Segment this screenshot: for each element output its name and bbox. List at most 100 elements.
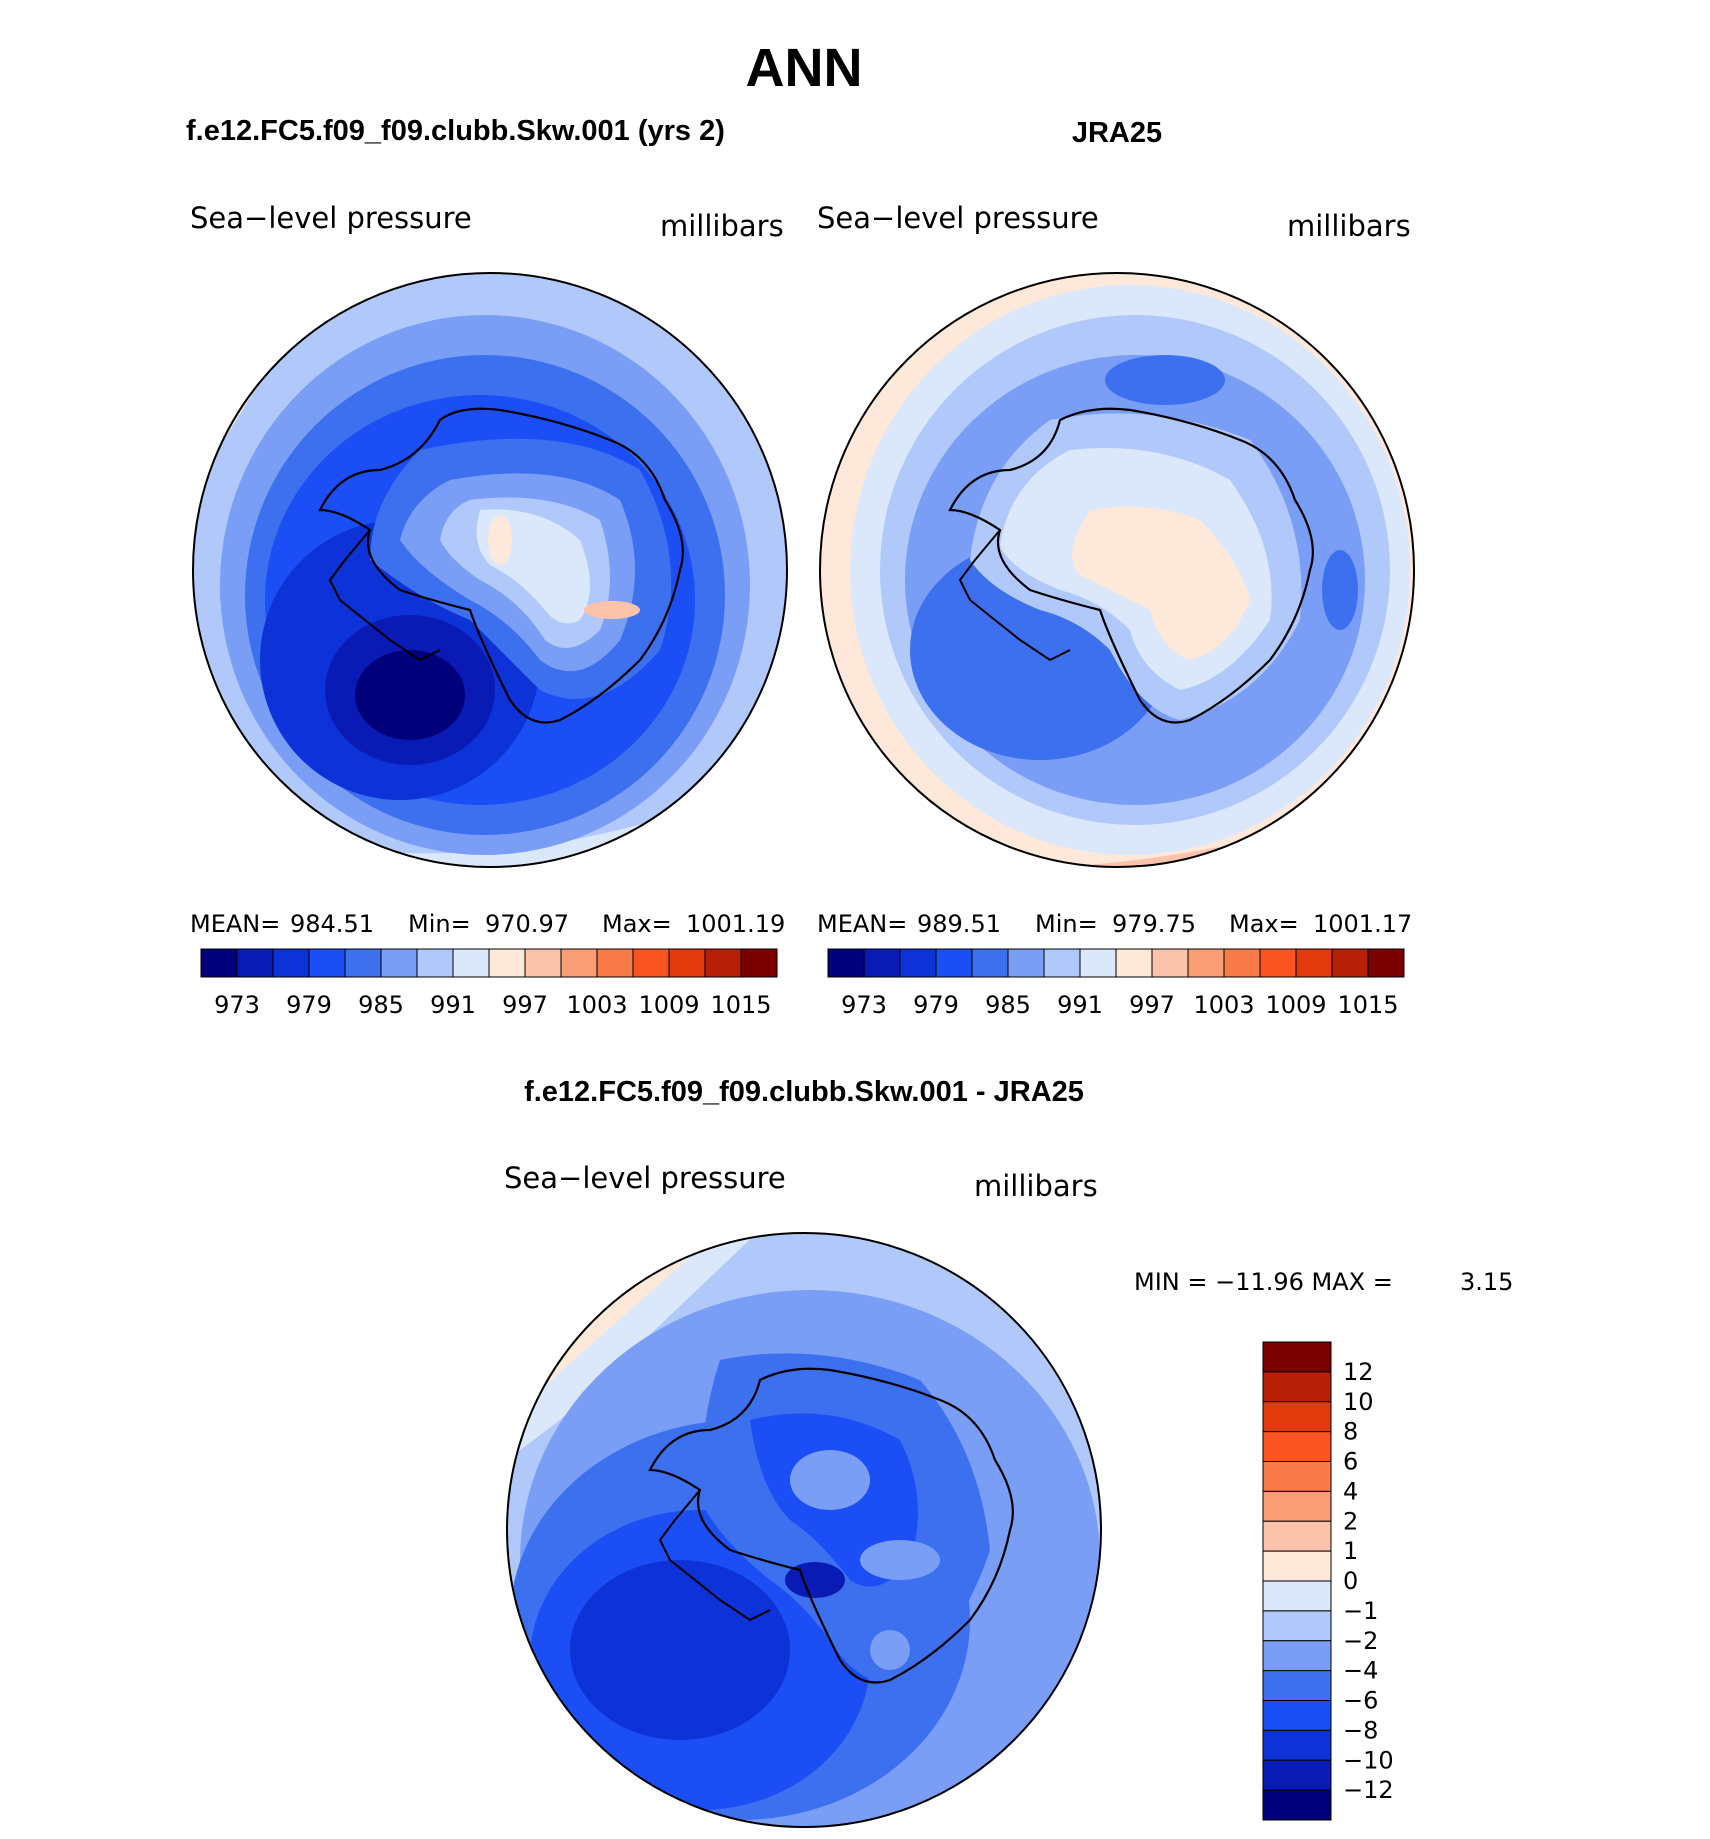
panel3-stats: MIN = −11.96 MAX = 3.15 [1134, 1268, 1513, 1296]
colorbar-panel1-swatch [488, 948, 526, 978]
colorbar-panel2-swatch [1187, 948, 1225, 978]
panel2-max-value: 1001.17 [1313, 910, 1412, 938]
colorbar-panel1-tick-label: 985 [358, 991, 404, 1019]
colorbar-difference-swatch [1262, 1610, 1332, 1642]
colorbar-difference-tick-label: 10 [1343, 1388, 1374, 1416]
panel1-max-value: 1001.19 [686, 910, 785, 938]
colorbar-panel1-swatch [596, 948, 634, 978]
colorbar-panel2-tick-label: 985 [985, 991, 1031, 1019]
colorbar-panel1-swatch [200, 948, 238, 978]
colorbar-panel2-swatch [1151, 948, 1189, 978]
colorbar-difference-swatch [1262, 1401, 1332, 1433]
colorbar-difference-tick-label: −4 [1343, 1657, 1378, 1685]
colorbar-panel2-tick-label: 1009 [1265, 991, 1326, 1019]
panel2-max-label: Max= [1229, 910, 1299, 938]
colorbar-panel2-swatch [1259, 948, 1297, 978]
panel2-mean-label: MEAN= [817, 910, 907, 938]
colorbar-panel2-swatch [1367, 948, 1405, 978]
colorbar-panel1-tick-label: 1015 [710, 991, 771, 1019]
colorbar-difference-tick-label: 4 [1343, 1477, 1358, 1505]
panel3-minmax-text: MIN = −11.96 MAX = [1134, 1268, 1393, 1296]
colorbar-panel2-tick-label: 979 [913, 991, 959, 1019]
colorbar-panel1-swatch [416, 948, 454, 978]
colorbar-panel1-tick-label: 979 [286, 991, 332, 1019]
colorbar-panel1-swatch [524, 948, 562, 978]
panel2-min-label: Min= [1035, 910, 1098, 938]
colorbar-panel1-swatch [308, 948, 346, 978]
panel1-variable-label: Sea−level pressure [190, 201, 472, 235]
panel1-heading: f.e12.FC5.f09_f09.clubb.Skw.001 (yrs 2) [186, 115, 725, 147]
panel1-mean-label: MEAN= [190, 910, 280, 938]
colorbar-panel1-swatch [344, 948, 382, 978]
panel3-max-value: 3.15 [1460, 1268, 1513, 1296]
colorbar-panel2-swatch [827, 948, 865, 978]
colorbar-panel2-tick-label: 1003 [1193, 991, 1254, 1019]
colorbar-panel2-swatch [1295, 948, 1333, 978]
colorbar-difference-swatch [1262, 1670, 1332, 1701]
colorbar-panel2-swatch [1115, 948, 1153, 978]
colorbar-panel1-tick-label: 991 [430, 991, 476, 1019]
panel1-units-label: millibars [660, 209, 784, 243]
colorbar-panel1-swatch [236, 948, 274, 978]
panel3-heading: f.e12.FC5.f09_f09.clubb.Skw.001 - JRA25 [524, 1076, 1084, 1108]
colorbar-panel1-swatch [740, 948, 778, 978]
colorbar-difference-swatch [1262, 1729, 1332, 1761]
colorbar-difference-swatch [1262, 1520, 1332, 1552]
panel2-heading: JRA25 [1072, 117, 1162, 149]
colorbar-panel1-swatch [380, 948, 418, 978]
colorbar-difference-swatch [1262, 1759, 1332, 1791]
panel2-map [819, 272, 1415, 868]
colorbar-panel2-tick-label: 973 [841, 991, 887, 1019]
colorbar-panel2-swatch [971, 948, 1009, 978]
colorbar-panel2-tick-label: 991 [1057, 991, 1103, 1019]
panel3-units-label: millibars [974, 1169, 1098, 1203]
colorbar-difference-tick-label: 0 [1343, 1567, 1358, 1595]
colorbar-panel1-tick-label: 1003 [566, 991, 627, 1019]
colorbar-panel2-tick-label: 1015 [1337, 991, 1398, 1019]
colorbar-difference-tick-label: −10 [1343, 1746, 1394, 1774]
colorbar-panel1-swatch [668, 948, 706, 978]
colorbar-panel1: 973 979 985 991 997 1003 1009 1015 [200, 948, 778, 1019]
panel1-min-value: 970.97 [485, 910, 569, 938]
colorbar-difference-tick-label: −2 [1343, 1627, 1378, 1655]
panel2-min-value: 979.75 [1112, 910, 1196, 938]
panel1-max-label: Max= [602, 910, 672, 938]
panel1-mean-value: 984.51 [290, 910, 374, 938]
colorbar-difference-tick-label: −1 [1343, 1597, 1378, 1625]
panel1-map [192, 272, 788, 868]
colorbar-panel2-swatch [1079, 948, 1117, 978]
colorbar-panel1-swatch [452, 948, 490, 978]
colorbar-panel1-tick-label: 973 [214, 991, 260, 1019]
colorbar-panel1-tick-label: 997 [502, 991, 548, 1019]
colorbar-panel1-tick-label: 1009 [638, 991, 699, 1019]
panel2-variable-label: Sea−level pressure [817, 201, 1099, 235]
colorbar-difference-swatch [1262, 1580, 1332, 1612]
panel3-map [506, 1232, 1102, 1828]
colorbar-difference-tick-label: 12 [1343, 1358, 1374, 1386]
panel2-stats: MEAN= 989.51 Min= 979.75 Max= 1001.17 [817, 910, 1412, 938]
colorbar-difference-swatch [1262, 1640, 1332, 1672]
panel3-variable-label: Sea−level pressure [504, 1161, 786, 1195]
panel1-stats: MEAN= 984.51 Min= 970.97 Max= 1001.19 [190, 910, 785, 938]
colorbar-difference-tick-label: 8 [1343, 1418, 1358, 1446]
colorbar-panel2-swatch [1007, 948, 1045, 978]
panel1-min-label: Min= [408, 910, 471, 938]
colorbar-difference-tick-label: 2 [1343, 1507, 1358, 1535]
panel2-units-label: millibars [1287, 209, 1411, 243]
colorbar-difference-tick-label: 1 [1343, 1537, 1358, 1565]
colorbar-difference-tick-label: 6 [1343, 1448, 1358, 1476]
colorbar-difference-swatch [1262, 1789, 1332, 1821]
colorbar-panel1-swatch [560, 948, 598, 978]
figure-title: ANN [746, 38, 863, 98]
colorbar-difference-swatch [1262, 1461, 1332, 1492]
colorbar-panel2-swatch [899, 948, 937, 978]
colorbar-panel2: 973 979 985 991 997 1003 1009 1015 [827, 948, 1405, 1019]
panel2-mean-value: 989.51 [917, 910, 1001, 938]
colorbar-panel2-swatch [1331, 948, 1369, 978]
colorbar-difference-tick-label: −6 [1343, 1687, 1378, 1715]
colorbar-difference-tick-label: −8 [1343, 1716, 1378, 1744]
colorbar-difference-swatch [1262, 1371, 1332, 1403]
colorbar-panel1-swatch [704, 948, 742, 978]
colorbar-panel2-swatch [863, 948, 901, 978]
